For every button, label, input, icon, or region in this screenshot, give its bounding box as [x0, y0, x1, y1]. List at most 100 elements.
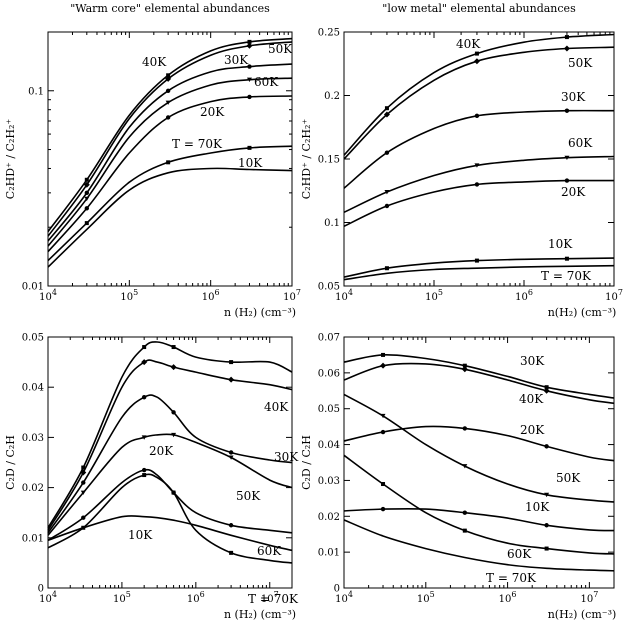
x-tick-label: 106: [515, 288, 533, 303]
x-tick-label: 104: [39, 288, 57, 303]
series-line-t-70k: [343, 264, 615, 281]
data-point: [81, 465, 86, 470]
data-point: [380, 429, 386, 435]
data-point: [229, 550, 234, 555]
series-line-50k: [47, 394, 293, 534]
data-point: [544, 385, 549, 390]
data-point: [84, 206, 90, 211]
y-tick-label: 0.03: [22, 433, 44, 444]
x-tick-label: 106: [499, 590, 517, 605]
data-point: [384, 190, 390, 195]
data-point: [380, 506, 386, 512]
x-tick-label: 105: [425, 288, 443, 303]
data-point: [228, 376, 235, 383]
data-point: [83, 181, 90, 188]
series-label-40k: 40K: [519, 392, 544, 406]
data-point: [563, 45, 570, 52]
data-point: [166, 160, 171, 165]
data-point: [384, 150, 390, 155]
x-tick-label: 106: [187, 590, 205, 605]
series-label-20k: 20K: [200, 105, 225, 119]
data-point: [462, 510, 468, 515]
panel-title: "Warm core" elemental abundances: [70, 2, 270, 15]
x-tick-label: 104: [335, 590, 353, 605]
series-label-40k: 40K: [456, 37, 481, 51]
data-point: [171, 345, 176, 350]
data-point: [142, 345, 147, 350]
data-point: [474, 182, 480, 187]
data-point: [84, 196, 90, 202]
y-axis-label: C₂HD⁺ / C₂H₂⁺: [300, 119, 313, 200]
data-point: [462, 528, 467, 533]
data-point: [165, 100, 171, 105]
y-tick-label: 0.05: [22, 333, 44, 344]
x-tick-label: 107: [283, 288, 301, 303]
x-tick-label: 107: [580, 590, 598, 605]
y-tick-label: 0.05: [318, 404, 340, 415]
data-point: [228, 450, 234, 455]
series-label-50k: 50K: [556, 471, 581, 485]
data-point: [228, 455, 234, 460]
y-tick-label: 0.1: [324, 218, 340, 229]
series-line-t-70k: [47, 473, 293, 564]
series-line-50k: [343, 393, 615, 503]
panel-title: "low metal" elemental abundances: [382, 2, 576, 15]
x-tick-label: 105: [113, 590, 131, 605]
series-label-t-70k: T = 70K: [248, 592, 299, 606]
data-point: [474, 113, 480, 119]
x-tick-label: 105: [120, 288, 138, 303]
data-point: [247, 145, 252, 150]
series-line-60k: [343, 454, 615, 555]
data-point: [80, 490, 86, 495]
data-point: [544, 444, 549, 449]
data-point: [247, 39, 252, 44]
series-line-40k: [47, 341, 293, 529]
series-label-30k: 30K: [224, 53, 249, 67]
data-point: [474, 51, 479, 56]
series-label-10k: 10K: [128, 528, 153, 542]
chart-panel-3: 104 105 106 107 0 0.01 0.02 0.03 0.04 0.05 n (H₂) …: [4, 333, 299, 622]
y-tick-label: 0.1: [28, 86, 44, 97]
series-label-t-70k: T = 70K: [172, 137, 223, 151]
y-tick-label: 0.04: [318, 440, 340, 451]
x-tick-label: 104: [335, 288, 353, 303]
data-point: [380, 362, 387, 369]
data-point: [246, 77, 252, 82]
data-point: [461, 366, 468, 373]
series-line-20k: [47, 433, 293, 536]
series-label-20k: 20K: [149, 444, 174, 458]
series-line-10k: [47, 167, 293, 268]
data-point: [228, 523, 234, 528]
y-tick-label: 0.02: [318, 512, 340, 523]
data-point: [229, 360, 234, 365]
data-point: [544, 523, 549, 528]
y-axis-label: C₂D / C₂H: [300, 435, 313, 490]
data-point: [170, 364, 177, 371]
y-tick-label: 0.02: [22, 483, 44, 494]
series-label-50k: 50K: [236, 489, 261, 503]
data-point: [564, 108, 570, 113]
series-label-10k: 10K: [238, 156, 263, 170]
plot-frame: [47, 336, 293, 589]
data-point: [473, 58, 480, 65]
y-tick-label: 0.2: [324, 91, 340, 102]
series-label-10k: 10K: [548, 237, 573, 251]
series-label-40k: 40K: [142, 55, 167, 69]
data-point: [141, 359, 148, 366]
series-line-30k: [47, 359, 293, 531]
series-label-10k: 10K: [525, 500, 550, 514]
data-point: [81, 480, 86, 485]
plot-frame: [47, 31, 293, 287]
x-axis-label: n(H₂) (cm⁻³): [548, 306, 617, 319]
data-point: [384, 203, 390, 209]
data-point: [474, 163, 480, 168]
series-label-60k: 60K: [568, 136, 593, 150]
data-point: [544, 546, 549, 551]
x-tick-label: 104: [39, 590, 57, 605]
y-tick-label: 0: [38, 584, 44, 595]
chart-panel-4: 104 105 106 107 0 0.01 0.02 0.03 0.04 0.05 0.06 0.0…: [300, 333, 616, 622]
data-point: [246, 42, 253, 49]
y-tick-label: 0.05: [318, 282, 340, 293]
data-point: [462, 426, 468, 431]
series-label-20k: 20K: [561, 185, 586, 199]
